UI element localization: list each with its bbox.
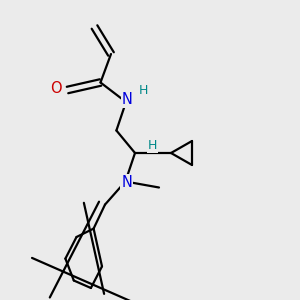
Text: N: N (122, 175, 132, 190)
Text: H: H (148, 139, 157, 152)
Text: H: H (139, 84, 148, 97)
Text: O: O (50, 81, 62, 96)
Text: N: N (122, 92, 133, 106)
